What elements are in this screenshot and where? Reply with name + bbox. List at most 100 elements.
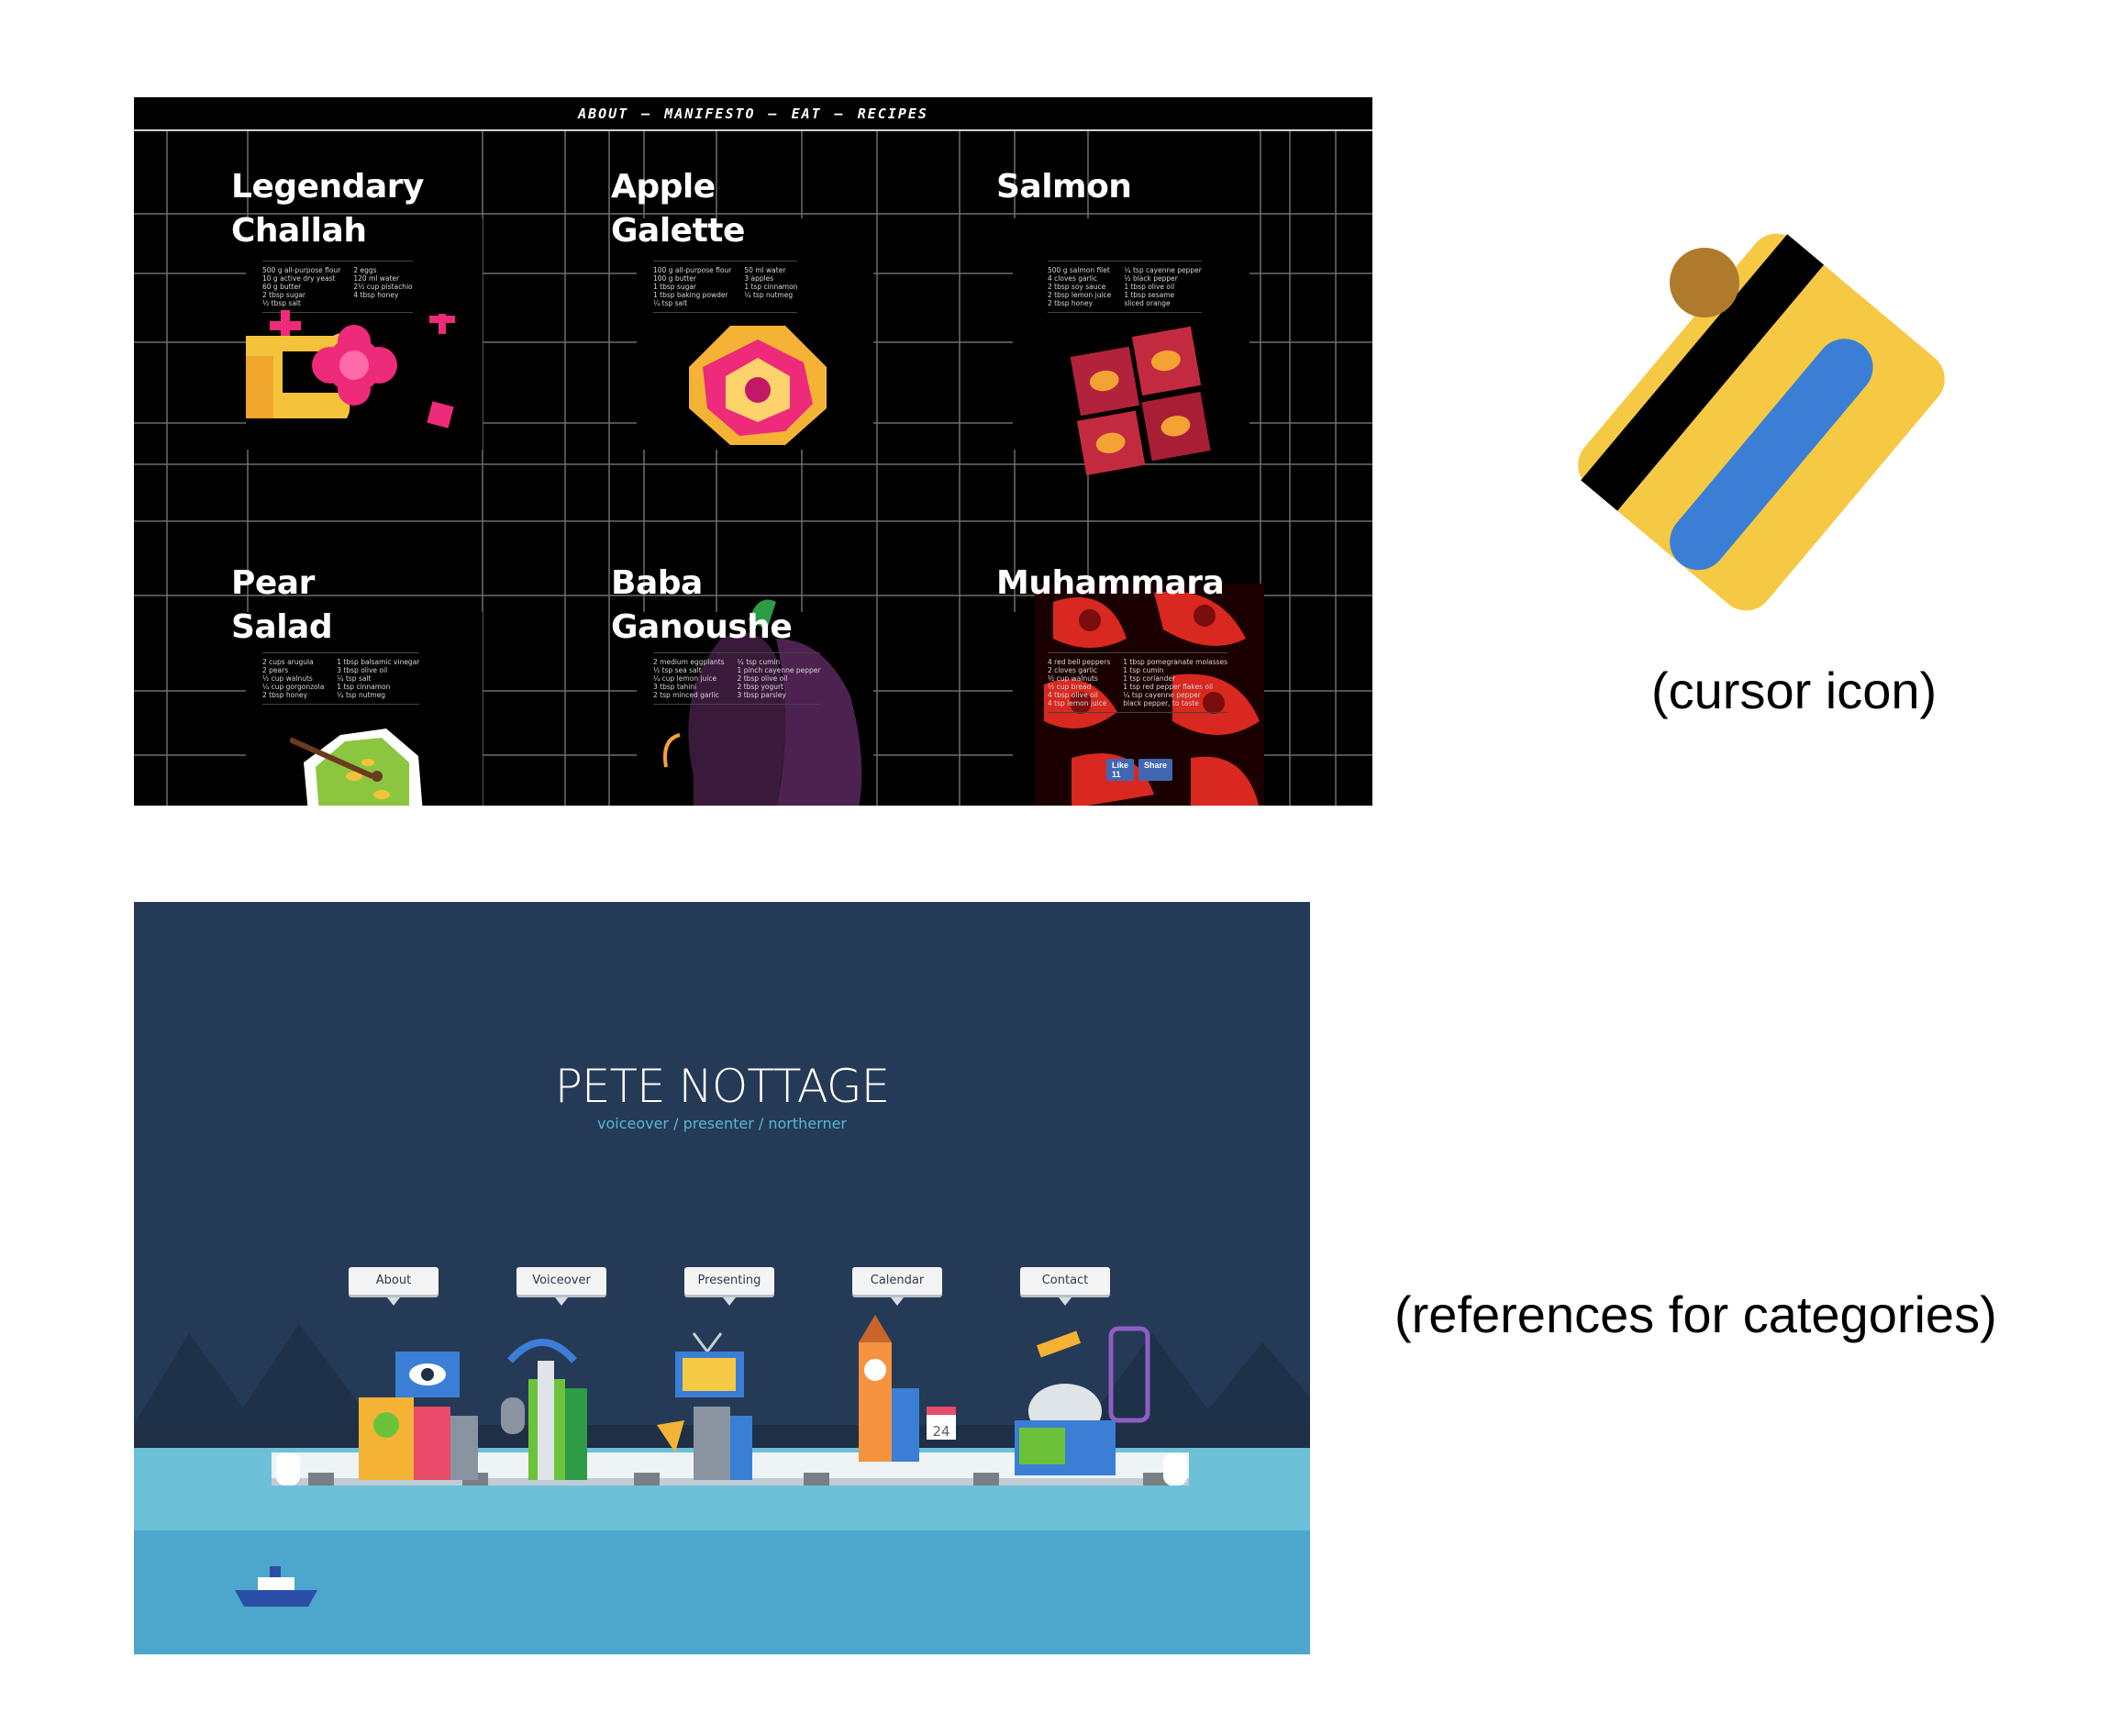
- ingredient: 100 g all-purpose flour: [653, 266, 732, 274]
- eggplant-illustration: [663, 599, 862, 806]
- ingredient: ¼ tsp cumin: [737, 658, 781, 666]
- ingredient: 1 tbsp sesame: [1124, 291, 1175, 299]
- ingredient: ½ cup walnuts: [1048, 674, 1098, 683]
- recipe-title: Baba Ganoushe: [611, 564, 793, 646]
- nav-separator: —: [641, 105, 652, 122]
- ingredient: 60 g butter: [262, 283, 302, 291]
- ingredient: 3 tbsp olive oil: [337, 666, 388, 674]
- ingredient: 1 tbsp pomegranate molasses: [1123, 658, 1228, 666]
- pepper-illustration: [1035, 584, 1264, 806]
- ingredient: 2 medium eggplants: [653, 658, 725, 666]
- site-title: PETE NOTTAGE: [554, 1060, 891, 1113]
- ingredient: ¼ tsp nutmeg: [744, 291, 794, 299]
- ingredient-column: 1 tbsp pomegranate molasses 1 tsp cumin …: [1123, 658, 1227, 707]
- ingredient-column: 100 g all-purpose flour 100 g butter 1 t…: [653, 266, 731, 307]
- pear-salad-illustration: [290, 729, 423, 806]
- ingredient-column: 500 g salmon filet 4 cloves garlic 2 tbs…: [1048, 266, 1111, 307]
- recipe-site-screenshot: ABOUT — MANIFESTO — EAT — RECIPES: [134, 97, 1372, 806]
- social-buttons: Like 11 Share: [1106, 759, 1173, 781]
- recipe-title: Legendary Challah: [231, 168, 424, 250]
- ingredient: 2 pears: [262, 666, 289, 674]
- recipe-nav-bar: ABOUT — MANIFESTO — EAT — RECIPES: [134, 97, 1372, 131]
- ingredient: 4 cloves garlic: [1048, 274, 1098, 283]
- facebook-share-button[interactable]: Share: [1138, 759, 1173, 781]
- facebook-like-button[interactable]: Like 11: [1106, 759, 1135, 781]
- ingredient-list: 100 g all-purpose flour 100 g butter 1 t…: [653, 261, 798, 313]
- ingredient-list: 2 medium eggplants ½ tsp sea salt ¼ cup …: [653, 652, 821, 705]
- landscape-illustration: 24: [134, 1315, 1310, 1654]
- ingredient-list: 4 red bell peppers 2 cloves garlic ½ cup…: [1048, 652, 1228, 713]
- nav-link-eat[interactable]: EAT: [791, 105, 822, 122]
- ingredient: ½ tsp sea salt: [653, 666, 702, 674]
- contact-button[interactable]: Contact: [1020, 1267, 1110, 1306]
- ingredient: 4 tsp lemon juice: [1048, 699, 1107, 707]
- ingredient: 2 tbsp soy sauce: [1048, 283, 1106, 291]
- ingredient-column: 2 eggs 120 ml water 2½ cup pistachio 4 t…: [353, 266, 412, 307]
- ingredient: 2 tsp minced garlic: [653, 691, 719, 699]
- ingredient-column: ¼ tsp cumin 1 pinch cayenne pepper 2 tbs…: [738, 658, 821, 699]
- ingredient: 2 tbsp honey: [1048, 299, 1094, 307]
- ingredient: ¼ cup gorgonzola: [262, 683, 325, 691]
- ingredient-column: ¼ tsp cayenne pepper ½ black pepper 1 tb…: [1124, 266, 1202, 307]
- ingredient: 1 tbsp baking powder: [653, 291, 728, 299]
- ingredient-column: 500 g all-purpose flour 10 g active dry …: [262, 266, 340, 307]
- ingredient: 4 red bell peppers: [1048, 658, 1111, 666]
- ingredient-list: 2 cups arugula 2 pears ½ cup walnuts ¼ c…: [262, 652, 420, 705]
- ingredient-list: 500 g all-purpose flour 10 g active dry …: [262, 261, 413, 313]
- ingredient: 2 tbsp olive oil: [737, 674, 788, 683]
- ingredient: 2 tbsp yogurt: [737, 683, 784, 691]
- voiceover-button[interactable]: Voiceover: [516, 1267, 606, 1306]
- ingredient: 1 pinch cayenne pepper: [737, 666, 821, 674]
- ingredient: 1 tsp cinnamon: [337, 683, 391, 691]
- ingredient: 2 cups arugula: [262, 658, 314, 666]
- ingredient: ½ cup walnuts: [262, 674, 313, 683]
- nav-link-about[interactable]: ABOUT: [578, 105, 629, 122]
- ingredient: 2 tbsp lemon juice: [1048, 291, 1112, 299]
- ingredient: 100 g butter: [653, 274, 696, 283]
- ingredient: 1 tbsp balsamic vinegar: [337, 658, 420, 666]
- ingredient: 1 tbsp olive oil: [1124, 283, 1175, 291]
- ingredient: 1 tsp cinnamon: [744, 283, 798, 291]
- challah-illustration: [246, 310, 455, 428]
- presenting-button[interactable]: Presenting: [684, 1267, 774, 1306]
- ingredient: 500 g salmon filet: [1048, 266, 1110, 274]
- calendar-button[interactable]: Calendar: [852, 1267, 942, 1306]
- ingredient: 3 tbsp parsley: [737, 691, 786, 699]
- ingredient-column: 2 medium eggplants ½ tsp sea salt ¼ cup …: [653, 658, 725, 699]
- nav-separator: —: [834, 105, 845, 122]
- galette-illustration: [689, 326, 827, 445]
- ingredient-column: 1 tbsp balsamic vinegar 3 tbsp olive oil…: [337, 658, 419, 699]
- ingredient: 2 cloves garlic: [1048, 666, 1098, 674]
- ingredient: 4 tbsp olive oil: [1048, 691, 1098, 699]
- ingredient: ½ tbsp salt: [262, 299, 301, 307]
- ingredient: 3 apples: [744, 274, 774, 283]
- cursor-caption: (cursor icon): [1651, 662, 1938, 719]
- ingredient: 2 eggs: [353, 266, 377, 274]
- nav-separator: —: [768, 105, 779, 122]
- recipe-title: Pear Salad: [231, 564, 333, 646]
- about-button[interactable]: About: [349, 1267, 439, 1306]
- ingredient: 120 ml water: [353, 274, 400, 283]
- ingredient: 1 tsp coriander: [1123, 674, 1176, 683]
- nav-link-recipes[interactable]: RECIPES: [857, 105, 928, 122]
- ingredient: black pepper, to taste: [1123, 699, 1199, 707]
- ingredient: ¼ tsp cayenne pepper: [1124, 266, 1202, 274]
- credit-card-icon: [1578, 233, 1945, 611]
- ingredient: 2 tbsp sugar: [262, 291, 306, 299]
- categories-caption: (references for categories): [1394, 1285, 1997, 1343]
- ingredient-column: 2 cups arugula 2 pears ½ cup walnuts ¼ c…: [262, 658, 324, 699]
- ingredient: ¼ tsp salt: [653, 299, 688, 307]
- pete-nottage-screenshot: 24 PETE NOTTAGE voiceover / presenter / …: [134, 902, 1310, 1654]
- ingredient: 1 tbsp sugar: [653, 283, 697, 291]
- calendar-date: 24: [932, 1423, 949, 1440]
- recipe-title: Muhammara: [996, 564, 1225, 602]
- recipe-title: Salmon: [996, 168, 1132, 206]
- ingredient: ½ black pepper: [1124, 274, 1178, 283]
- ingredient: sliced orange: [1124, 299, 1171, 307]
- ingredient: 1 tsp red pepper flakes oil: [1123, 683, 1214, 691]
- ingredient-column: 50 ml water 3 apples 1 tsp cinnamon ¼ ts…: [744, 266, 797, 307]
- nav-link-manifesto[interactable]: MANIFESTO: [664, 105, 756, 122]
- ingredient: 500 g all-purpose flour: [262, 266, 341, 274]
- ingredient-list: 500 g salmon filet 4 cloves garlic 2 tbs…: [1048, 261, 1202, 313]
- ingredient: ¼ tsp nutmeg: [337, 691, 386, 699]
